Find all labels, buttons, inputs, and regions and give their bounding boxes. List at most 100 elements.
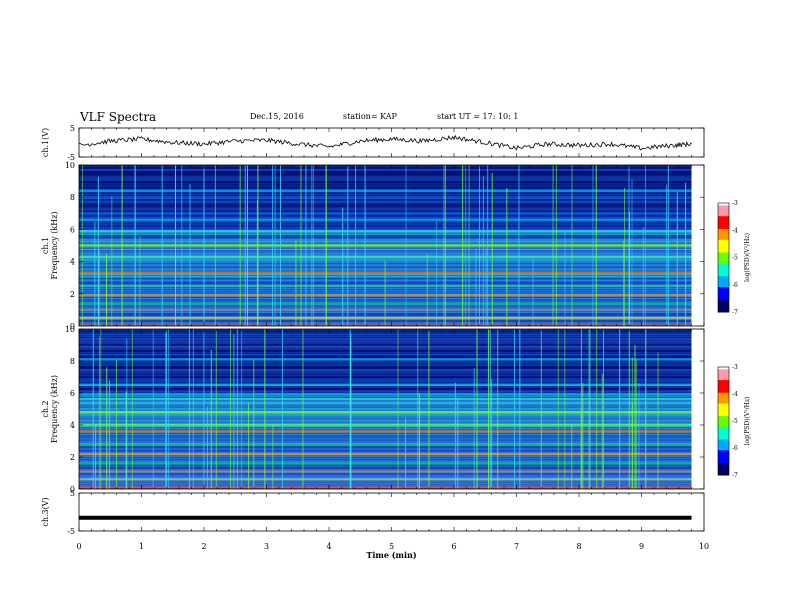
ch1-spectrogram-colorbar-cell [718, 242, 729, 246]
ch2-spectrogram-noise-line [79, 383, 692, 385]
ch2-spectrogram-band [79, 462, 692, 465]
ch2-spectrogram-noise-line [79, 337, 692, 339]
ch1-spectrogram-noise-line [79, 221, 692, 223]
ch2-spectrogram-noise-line [79, 455, 692, 457]
ch2-spectrogram-colorbar-tick-label: -7 [732, 472, 738, 479]
ch1-spectrogram-colorbar-cell [718, 266, 729, 269]
ch2-spectrogram-noise-line [79, 408, 692, 410]
ch1-spectrogram-colorbar-frame [717, 202, 730, 313]
ch2-spectrogram-noise-line [79, 471, 692, 473]
ch1-spectrogram-colorbar-cell [718, 299, 729, 302]
ch1-spectrogram-noise-line [79, 216, 692, 217]
x-axis-label: Time (min) [366, 550, 416, 560]
ch2-spectrogram-noise-line [79, 401, 692, 403]
ch2-spectrogram-colorbar-cell [718, 467, 729, 471]
ch2-spectrogram-colorbar-cell [718, 415, 729, 418]
ch3-voltage-y-axis-label: ch.3(V) [41, 497, 50, 526]
ch1-spectrogram-y-tick-label: 8 [70, 193, 75, 202]
ch1-spectrogram-noise-line [79, 204, 692, 206]
ch1-spectrogram-colorbar-cell [718, 212, 729, 215]
ch1-spectrogram-y-axis-label: ch.1 [41, 237, 50, 254]
ch1-spectrogram-noise-line [79, 242, 692, 244]
ch2-spectrogram-noise-line [79, 379, 692, 381]
ch2-spectrogram-colorbar-cell [718, 448, 729, 451]
ch1-spectrogram-noise-line [79, 253, 692, 255]
ch2-spectrogram-noise-line [79, 379, 692, 381]
ch2-spectrogram-noise-line [79, 380, 692, 381]
ch2-spectrogram-colorbar-cell [718, 455, 729, 458]
ch2-spectrogram-noise-line [79, 484, 692, 486]
ch1-spectrogram-noise-line [79, 233, 692, 235]
ch2-spectrogram-colorbar-cell [718, 395, 729, 399]
ch2-spectrogram-noise-line [79, 457, 692, 459]
ch2-spectrogram-colorbar-cell [718, 404, 729, 408]
ch1-spectrogram-noise-line [79, 230, 692, 232]
ch1-spectrogram-noise-line [79, 213, 692, 214]
ch2-spectrogram-noise-line [79, 420, 692, 421]
x-tick-label: 5 [389, 542, 394, 551]
ch2-spectrogram-colorbar-tick-label: -4 [732, 391, 738, 398]
ch2-spectrogram-colorbar-cell [718, 446, 729, 449]
ch2-spectrogram-noise-line [79, 335, 692, 337]
ch1-spectrogram-colorbar-cell [718, 281, 729, 284]
ch1-spectrogram-noise-line [79, 206, 692, 208]
ch2-spectrogram-noise-line [79, 342, 692, 344]
ch1-spectrogram-noise-line [79, 227, 692, 229]
ch2-spectrogram-y-axis-label: ch.2 [41, 400, 50, 417]
x-tick-label: 0 [76, 542, 81, 551]
ch1-spectrogram-colorbar-cell [718, 237, 729, 240]
ch2-spectrogram-colorbar-cell [718, 453, 729, 456]
ch2-spectrogram-noise-line [79, 347, 692, 348]
ch1-spectrogram-noise-line [79, 202, 692, 204]
ch2-spectrogram-noise-line [79, 478, 692, 479]
ch1-spectrogram-noise-line [79, 256, 692, 258]
ch2-spectrogram-noise-line [79, 381, 692, 383]
ch2-spectrogram-colorbar-cell [718, 392, 729, 395]
ch1-spectrogram-colorbar-cell [718, 210, 729, 213]
ch2-spectrogram-colorbar-cell [718, 462, 729, 465]
ch1-spectrogram-noise-line [79, 216, 692, 218]
ch1-spectrogram-noise-line [79, 260, 692, 261]
ch1-spectrogram-noise-line [79, 194, 692, 195]
ch1-spectrogram-colorbar-cell [718, 250, 729, 253]
ch2-spectrogram-noise-line [79, 345, 692, 347]
ch2-spectrogram-noise-line [79, 482, 692, 484]
ch2-spectrogram-colorbar-cell [718, 388, 729, 391]
ch2-spectrogram-colorbar-cell [718, 457, 729, 460]
ch1-spectrogram-colorbar-cell [718, 301, 729, 304]
ch1-spectrogram-colorbar-cell [718, 230, 729, 233]
ch2-spectrogram-noise-line [79, 465, 692, 467]
ch2-spectrogram-colorbar-cell [718, 385, 729, 388]
ch2-spectrogram-noise-line [79, 346, 692, 348]
ch1-spectrogram-y-tick-label: 4 [70, 258, 75, 267]
ch2-spectrogram-colorbar-cell [718, 458, 729, 462]
ch2-spectrogram-noise-line [79, 365, 692, 367]
panel-frame-4 [78, 492, 705, 532]
ch1-spectrogram-colorbar-tick-label: -7 [732, 309, 738, 316]
ch2-spectrogram-noise-line [79, 470, 692, 472]
ch2-spectrogram-colorbar-cell [718, 471, 729, 474]
x-tick-label: 10 [699, 542, 709, 551]
ch1-spectrogram-colorbar-cell [718, 273, 729, 277]
ch1-spectrogram-colorbar-cell [718, 304, 729, 308]
x-tick-label: 7 [514, 542, 519, 551]
ch2-spectrogram-band [79, 411, 692, 414]
ch1-spectrogram-noise-line [79, 214, 692, 215]
ch1-spectrogram-noise-line [79, 208, 692, 210]
ch2-spectrogram-colorbar-cell [718, 383, 729, 386]
ch1-spectrogram-noise-line [79, 175, 692, 177]
ch1-spectrogram-colorbar-cell [718, 222, 729, 226]
ch2-spectrogram-noise-line [79, 372, 692, 374]
ch2-spectrogram-noise-line [79, 391, 692, 392]
ch2-spectrogram-noise-line [79, 334, 692, 336]
ch2-spectrogram-colorbar-cell [718, 422, 729, 426]
ch2-spectrogram-noise-line [79, 363, 692, 364]
ch2-spectrogram-noise-line [79, 487, 692, 488]
ch1-spectrogram-colorbar-cell [718, 248, 729, 251]
ch2-spectrogram-noise-line [79, 459, 692, 461]
ch2-spectrogram-noise-line [79, 342, 692, 344]
ch2-spectrogram-noise-line [79, 401, 692, 403]
ch1-spectrogram-noise-line [79, 235, 692, 237]
ch2-spectrogram-colorbar-cell [718, 460, 729, 463]
ch2-spectrogram-noise-line [79, 483, 692, 485]
